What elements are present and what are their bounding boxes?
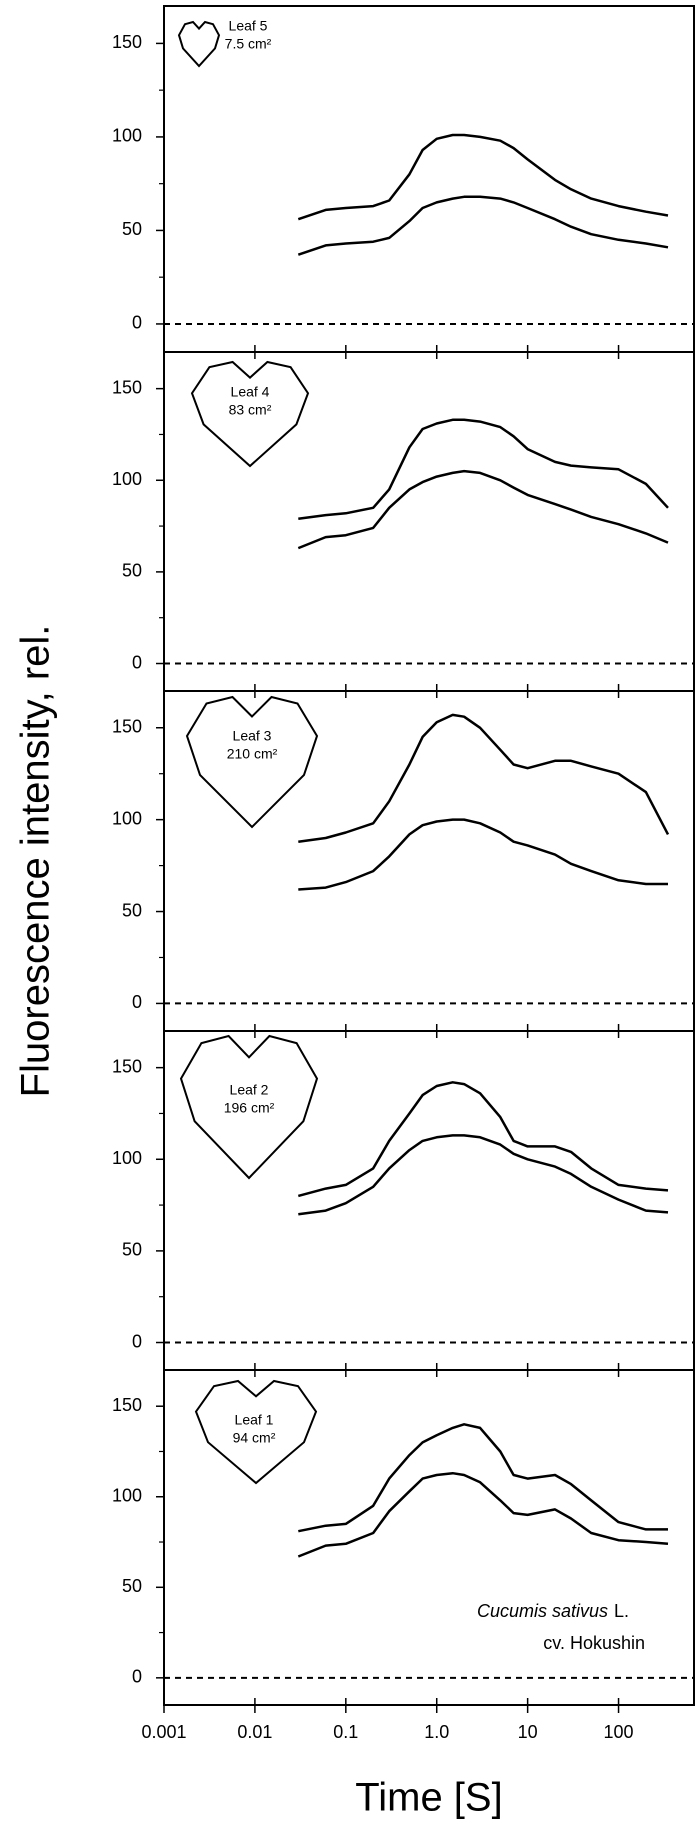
x-tick-label: 10 (518, 1722, 538, 1742)
y-tick-label: 150 (112, 32, 142, 52)
leaf-icon (190, 360, 310, 468)
y-tick-label: 50 (122, 561, 142, 581)
x-axis-label: Time [S] (355, 1776, 502, 1820)
leaf-area: 210 cm² (227, 746, 278, 762)
authority-annotation: L. (614, 1601, 629, 1621)
y-tick-label: 50 (122, 1576, 142, 1596)
y-tick-label: 50 (122, 219, 142, 239)
series-line (297, 1081, 669, 1198)
y-tick-label: 150 (112, 377, 142, 397)
leaf-name: Leaf 4 (231, 384, 270, 400)
cultivar-annotation: cv. Hokushin (543, 1633, 645, 1653)
x-tick-label: 0.001 (141, 1722, 186, 1742)
leaf-area: 196 cm² (224, 1100, 275, 1116)
leaf-area: 83 cm² (229, 402, 272, 418)
y-axis-label: Fluorescence intensity, rel. (14, 625, 58, 1098)
y-tick-label: 150 (112, 1395, 142, 1415)
x-tick-label: 1.0 (424, 1722, 449, 1742)
y-tick-label: 0 (132, 1331, 142, 1351)
series-line (298, 1134, 669, 1216)
leaf-name: Leaf 3 (233, 728, 272, 744)
y-tick-label: 0 (132, 992, 142, 1012)
y-tick-label: 100 (112, 1486, 142, 1506)
x-tick-label: 100 (604, 1722, 634, 1742)
species-annotation: Cucumis sativus (477, 1601, 608, 1621)
series-line (298, 418, 669, 521)
series-line (298, 1423, 668, 1533)
leaf-name: Leaf 1 (235, 1412, 274, 1428)
y-tick-label: 100 (112, 469, 142, 489)
y-tick-label: 150 (112, 717, 142, 737)
series-line (297, 1471, 669, 1558)
leaf-icon (185, 695, 319, 829)
y-tick-label: 0 (132, 1667, 142, 1687)
series-line (297, 195, 669, 256)
leaf-name: Leaf 2 (230, 1082, 269, 1098)
x-tick-label: 0.01 (237, 1722, 272, 1742)
y-tick-label: 50 (122, 900, 142, 920)
leaf-area: 94 cm² (233, 1430, 276, 1446)
panel-frame (163, 1369, 695, 1706)
y-tick-label: 0 (132, 652, 142, 672)
series-line (298, 713, 670, 843)
series-line (298, 818, 668, 891)
panel-frame (163, 5, 695, 353)
y-tick-label: 100 (112, 808, 142, 828)
leaf-icon (194, 1379, 318, 1485)
leaf-name: Leaf 5 (229, 18, 268, 34)
y-tick-label: 100 (112, 126, 142, 146)
y-tick-label: 0 (132, 313, 142, 333)
y-tick-label: 50 (122, 1240, 142, 1260)
y-tick-label: 100 (112, 1148, 142, 1168)
leaf-icon (179, 1034, 319, 1180)
series-line (297, 469, 669, 550)
leaf-area: 7.5 cm² (225, 36, 272, 52)
series-line (297, 133, 669, 221)
x-tick-label: 0.1 (333, 1722, 358, 1742)
leaf-icon (177, 20, 221, 68)
y-tick-label: 150 (112, 1056, 142, 1076)
